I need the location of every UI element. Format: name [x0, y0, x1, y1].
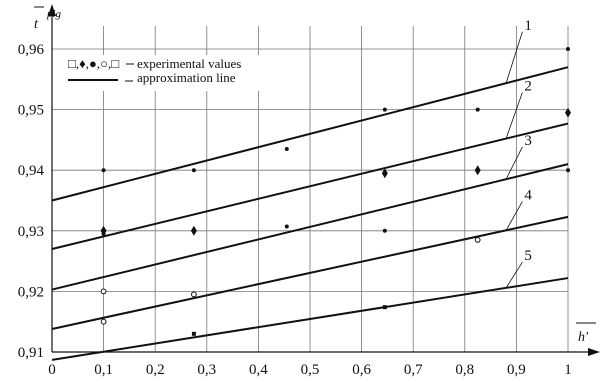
axes: [48, 4, 600, 356]
data-point: [474, 236, 481, 243]
data-point: [382, 305, 387, 310]
legend-background: [63, 55, 263, 91]
data-point: [190, 225, 197, 236]
data-point: [100, 318, 107, 325]
x-tick-label: 0,8: [455, 362, 474, 378]
data-point: [191, 331, 196, 336]
x-tick-label: 0,4: [249, 362, 268, 378]
x-tick-label: 0,6: [352, 362, 371, 378]
x-tick-label: 0: [48, 362, 56, 378]
data-point: [474, 165, 481, 176]
data-point: [284, 146, 289, 151]
line-number-label: 3: [524, 133, 532, 149]
y-axis-label-superscript: pig: [46, 8, 62, 20]
data-point: [382, 107, 387, 112]
x-tick-label: 0,9: [507, 362, 526, 378]
data-point: [100, 288, 107, 295]
line-label-leader: [505, 201, 523, 231]
x-axis-label: h': [576, 322, 596, 345]
line-label-leader: [505, 146, 523, 180]
x-tick-label: 0,5: [301, 362, 320, 378]
data-point: [565, 107, 571, 118]
experimental-points: [100, 47, 571, 336]
data-point: [475, 107, 480, 112]
y-tick-label: 0,95: [18, 103, 44, 119]
data-point: [381, 168, 388, 179]
approximation-lines: 1 2 3 4 5: [51, 18, 569, 361]
legend-experimental-label: experimental values: [137, 56, 241, 71]
approximation-line: [51, 163, 569, 291]
y-tick-label: 0,94: [18, 163, 45, 179]
x-tick-label: 0,7: [404, 362, 423, 378]
data-point: [191, 291, 197, 298]
line-number-label: 4: [524, 187, 532, 203]
line-label-leader: [505, 31, 523, 84]
data-point: [101, 168, 106, 173]
y-tick-label: 0,93: [18, 224, 44, 240]
data-point: [566, 47, 570, 51]
y-axis-label: t pig: [34, 6, 62, 32]
approximation-line: [51, 122, 569, 250]
x-tick-label: 1: [564, 362, 572, 378]
x-tick-label: 0,3: [197, 362, 216, 378]
approximation-line: [51, 215, 569, 330]
x-axis-label-text: h': [578, 330, 589, 345]
legend-approx-label: approximation line: [137, 70, 236, 85]
y-tick-label: 0,96: [18, 42, 45, 58]
data-point: [382, 228, 387, 233]
legend-marker-symbols: □,♦,●,○,□: [68, 56, 119, 71]
legend: □,♦,●,○,□ experimental values approximat…: [63, 55, 263, 91]
line-number-label: 5: [524, 248, 532, 264]
x-tick-label: 0,2: [146, 362, 165, 378]
x-tick-label: 0,1: [94, 362, 113, 378]
x-axis-arrow: [588, 348, 600, 356]
line-label-leader: [505, 92, 523, 139]
data-point: [284, 224, 289, 229]
y-axis-label-main: t: [34, 17, 39, 32]
line-number-label: 2: [524, 78, 532, 94]
grid: [52, 26, 569, 352]
approximation-line: [51, 277, 569, 361]
y-axis-arrow: [48, 4, 56, 16]
data-point: [191, 168, 196, 173]
y-tick-label: 0,91: [18, 345, 44, 361]
y-tick-label: 0,92: [18, 284, 44, 300]
approximation-line: [51, 66, 569, 202]
data-point: [101, 231, 106, 236]
line-label-leader: [505, 261, 523, 289]
line-number-label: 1: [524, 18, 532, 34]
tick-labels: 0 0,1 0,2 0,3 0,4 0,5 0,6 0,7 0,8 0,9 10,910,920,9…: [18, 42, 572, 378]
data-point: [566, 168, 570, 173]
